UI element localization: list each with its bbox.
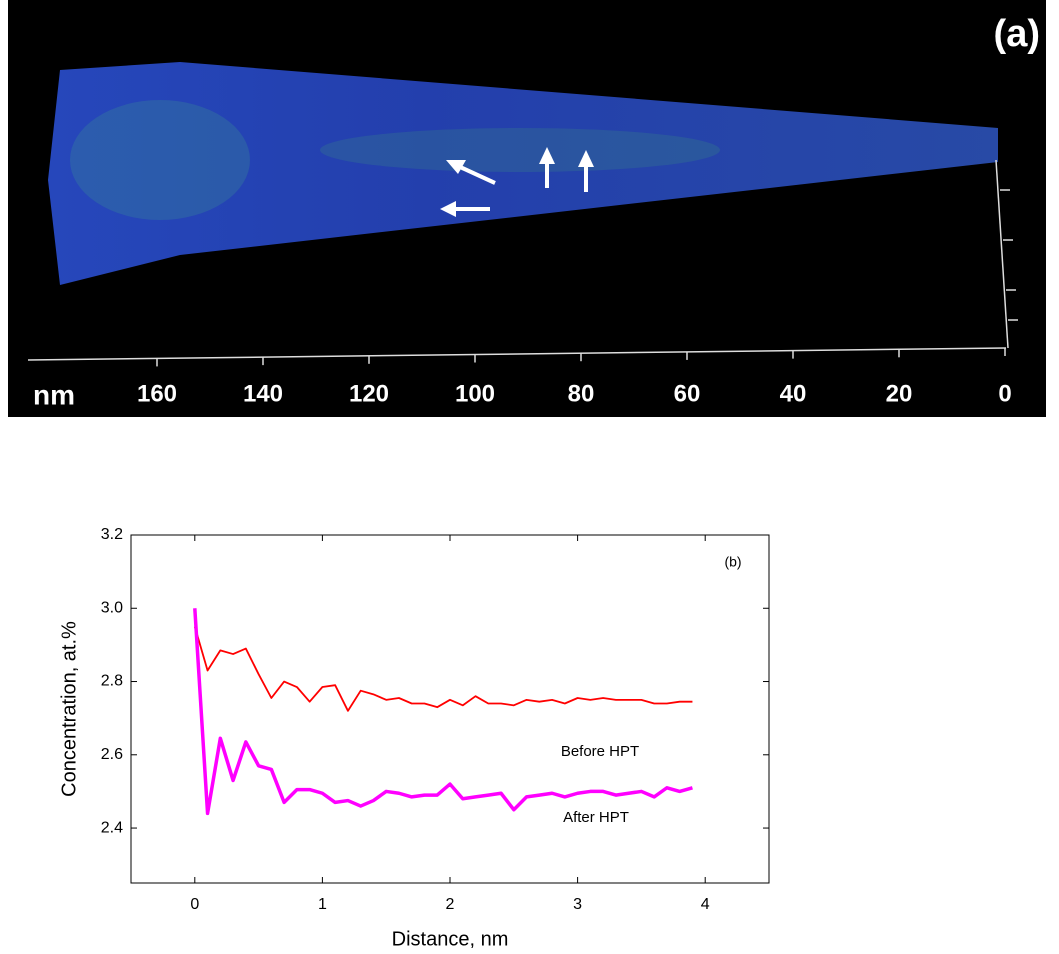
x-tick-label: 4	[701, 896, 710, 913]
texture	[70, 100, 250, 220]
scale-tick-label: 120	[349, 380, 389, 407]
scale-tick-label: 40	[780, 380, 807, 407]
scale-bars	[27, 159, 1018, 361]
panel-label: (b)	[724, 554, 741, 570]
specimen-cone	[48, 62, 998, 285]
scale-unit: nm	[33, 379, 75, 410]
panel-label: (a)	[994, 13, 1040, 55]
tomography-image: (a) nm 160 140 120 100 80 60 40 20 0	[8, 0, 1046, 417]
scale-tick-label: 140	[243, 380, 283, 407]
scale-tick-label: 160	[137, 380, 177, 407]
x-axis-title: Distance, nm	[392, 928, 509, 950]
x-tick-label: 0	[190, 896, 199, 913]
series-label: After HPT	[563, 809, 629, 826]
scale-tick-label: 100	[455, 380, 495, 407]
y-tick-label: 3.2	[101, 526, 123, 543]
arrows	[440, 147, 594, 217]
scale-tick-label: 20	[886, 380, 913, 407]
chart: Distance, nm Concentration, at.% (b) 2.4…	[58, 526, 770, 950]
y-tick-label: 3.0	[101, 599, 123, 616]
data-line	[193, 608, 693, 816]
scale-tick-label: 0	[998, 380, 1011, 407]
scale-tick-label: 80	[568, 380, 595, 407]
scale-tick-label: 60	[674, 380, 701, 407]
plot-frame	[130, 534, 770, 884]
texture	[320, 128, 720, 172]
data-line	[193, 626, 693, 712]
scale-ticks: 160 140 120 100 80 60 40 20 0	[137, 348, 1012, 407]
y-tick-label: 2.6	[101, 746, 123, 763]
x-tick-label: 2	[446, 896, 455, 913]
y-tick-label: 2.8	[101, 673, 123, 690]
x-tick-label: 3	[573, 896, 582, 913]
x-tick-label: 1	[318, 896, 327, 913]
y-axis-title: Concentration, at.%	[58, 621, 80, 797]
y-tick-label: 2.4	[101, 819, 123, 836]
series-label: Before HPT	[561, 743, 639, 760]
